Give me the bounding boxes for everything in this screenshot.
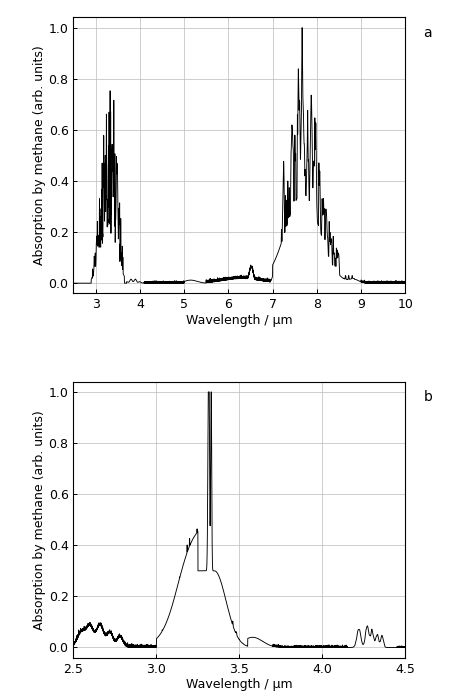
X-axis label: Wavelength / µm: Wavelength / µm <box>186 679 292 691</box>
Text: b: b <box>423 390 432 404</box>
X-axis label: Wavelength / µm: Wavelength / µm <box>186 314 292 327</box>
Y-axis label: Absorption by methane (arb. units): Absorption by methane (arb. units) <box>33 45 46 265</box>
Y-axis label: Absorption by methane (arb. units): Absorption by methane (arb. units) <box>33 410 46 630</box>
Text: a: a <box>423 26 432 40</box>
